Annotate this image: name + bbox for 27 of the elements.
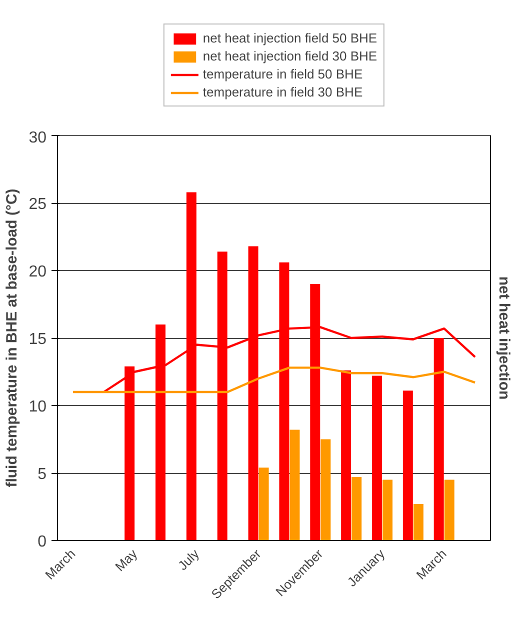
x-tick-label: July — [175, 546, 202, 574]
bar — [382, 480, 393, 540]
x-tick-label: May — [112, 546, 140, 574]
line-series — [72, 366, 476, 394]
legend-label: temperature in field 50 BHE — [202, 66, 363, 82]
legend-label: net heat injection field 30 BHE — [202, 48, 378, 64]
y2-axis-title: net heat injection — [496, 276, 512, 400]
bar — [320, 439, 331, 540]
bar — [444, 480, 454, 540]
y-tick-label: 25 — [28, 196, 47, 213]
bar — [413, 504, 424, 540]
bar — [258, 468, 269, 540]
bar — [372, 376, 382, 540]
legend-label: temperature in field 30 BHE — [202, 84, 363, 100]
y-tick-label: 5 — [38, 466, 47, 483]
y-tick-label: 30 — [28, 130, 47, 146]
y-axis-title: fluid temperature in BHE at base-load (°C) — [4, 188, 21, 488]
legend-label: net heat injection field 50 BHE — [202, 30, 378, 46]
bar — [341, 370, 352, 540]
bar — [434, 338, 444, 540]
y-tick-label: 0 — [38, 534, 47, 550]
bar — [352, 477, 362, 540]
y-tick-label: 15 — [28, 331, 47, 348]
y-tick-label: 10 — [28, 398, 47, 416]
bar — [290, 430, 300, 540]
bar — [402, 390, 413, 540]
y-tick-label: 20 — [28, 264, 47, 280]
